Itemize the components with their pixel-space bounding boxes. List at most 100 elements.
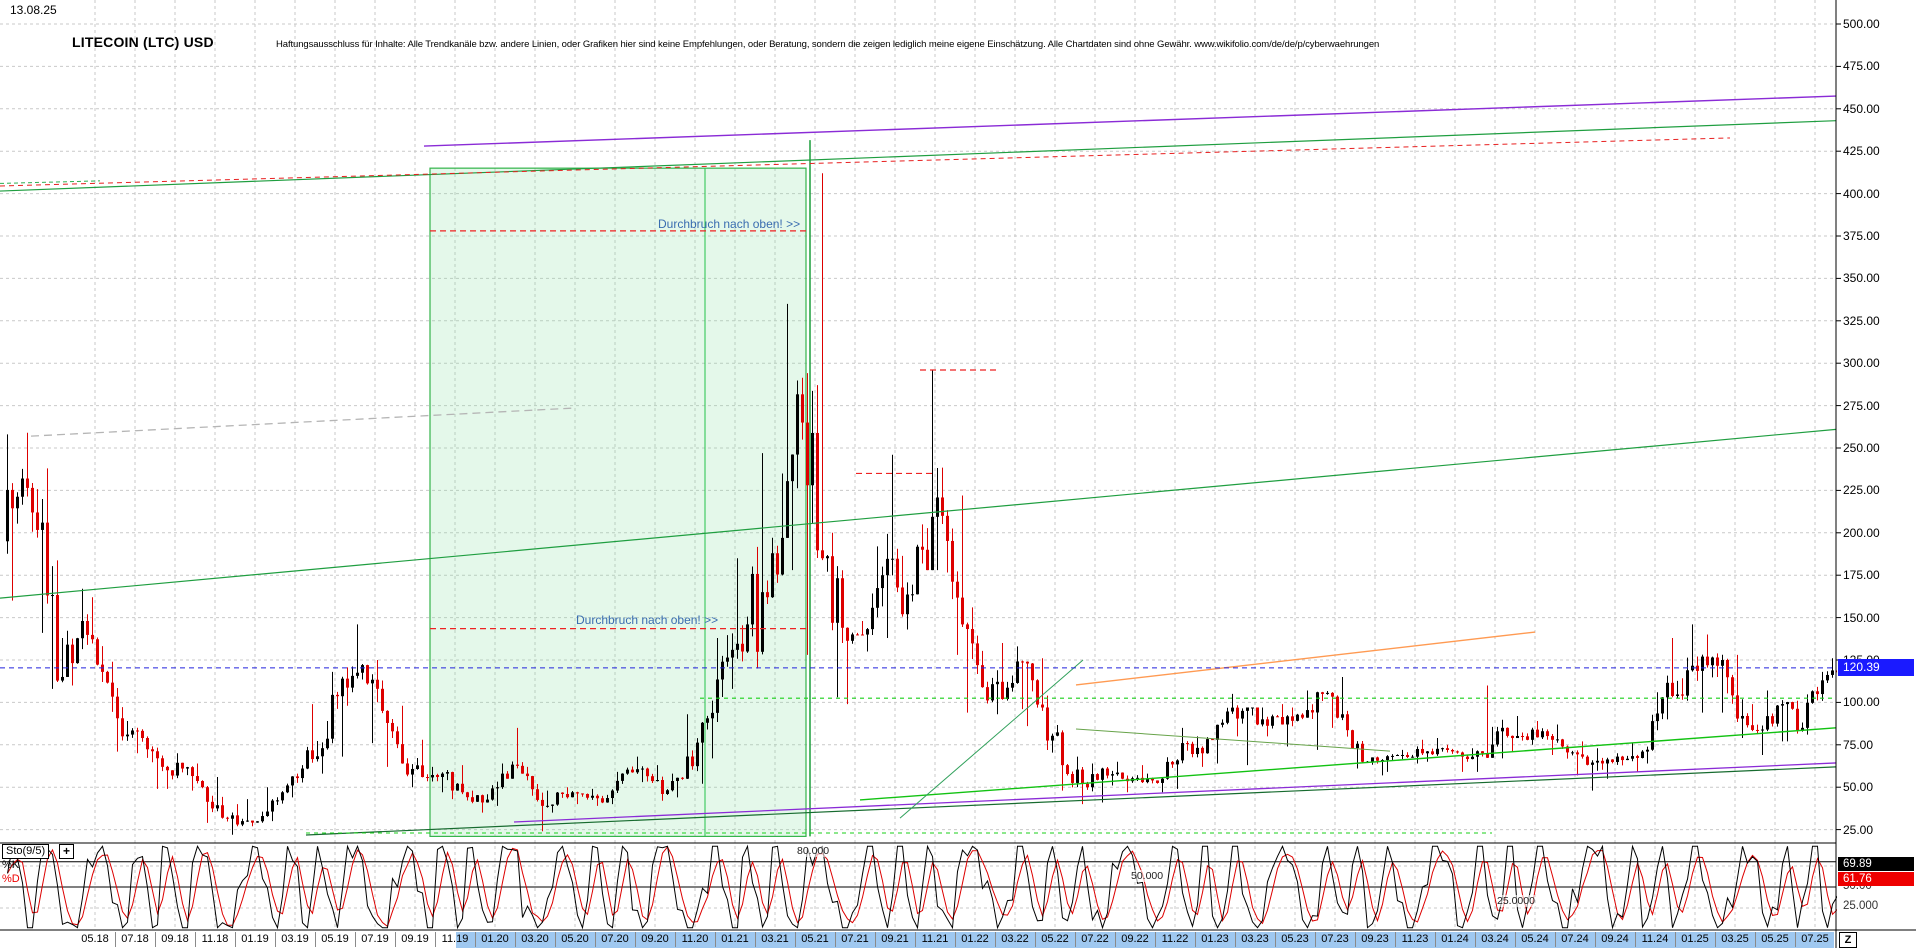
price-axis-label: 375.00 [1843,229,1880,243]
indicator-level-50-label: 50.000 [1131,870,1164,882]
time-axis-label: 09.23 [1361,933,1389,945]
time-axis-label: 03.23 [1241,933,1269,945]
trendline-upper-channel-green [0,120,1837,192]
time-axis-label: 07.20 [601,933,629,945]
time-axis-label: 05.25 [1761,933,1789,945]
stochastic-d-label: %D [2,873,20,885]
trendline-steep-green-short [899,659,1084,819]
price-axis-label: 25.00 [1843,822,1874,837]
indicator-level-25-label: 25.0000 [1497,895,1535,907]
trendline-lower-purple [513,762,1837,823]
time-axis-label: 09.18 [161,933,189,945]
time-axis-separator [1035,932,1036,947]
time-axis-label: 07.24 [1561,933,1589,945]
candlesticks [6,173,1844,835]
time-axis-label: 09.20 [641,933,669,945]
time-axis-selection-highlight[interactable] [456,931,1834,948]
time-axis-label: 07.23 [1321,933,1349,945]
indicator-axis-label-25: 25.000 [1843,900,1879,912]
price-axis-label: 425.00 [1843,144,1880,159]
time-axis-label: 11.23 [1401,933,1429,945]
time-axis-separator [155,932,156,947]
time-axis-label: 03.19 [281,933,309,945]
time-axis-label: 09.22 [1121,933,1149,945]
breakout-rectangle [429,140,811,837]
time-axis-label: 07.18 [121,933,149,945]
time-axis-label: 03.21 [761,933,789,945]
time-axis-label: 01.23 [1201,933,1229,945]
price-axis-label: 200.00 [1843,525,1880,540]
time-axis-separator [1315,932,1316,947]
time-axis-separator [1795,932,1796,947]
time-axis-separator [1595,932,1596,947]
time-axis-separator [115,932,116,947]
price-axis-label: 475.00 [1843,59,1880,74]
trendline-olive-short [1075,728,1391,752]
trendlines [0,95,1837,836]
time-axis-separator [1635,932,1636,947]
time-axis-separator [1675,932,1676,947]
time-axis-separator [1235,932,1236,947]
annotation-breakout-upper: Durchbruch nach oben! >> [658,217,801,231]
price-axis-label: 400.00 [1843,186,1880,201]
time-axis-separator [1515,932,1516,947]
time-axis-label: 05.21 [801,933,829,945]
time-axis-separator [555,932,556,947]
time-axis-separator [315,932,316,947]
add-indicator-button[interactable]: + [59,844,74,859]
indicator-name-button[interactable]: Sto(9/5) [2,844,50,859]
time-axis-separator [835,932,836,947]
time-axis-separator [675,932,676,947]
time-axis-separator [1475,932,1476,947]
time-axis-separator [1395,932,1396,947]
time-axis-label: 01.20 [481,933,509,945]
time-axis-label: 01.22 [961,933,989,945]
trendline-upper-resistance-red-dashed [0,137,1731,187]
time-axis-separator [755,932,756,947]
time-axis-separator [235,932,236,947]
time-axis-separator [1755,932,1756,947]
time-axis-label: 09.24 [1601,933,1629,945]
price-axis-label: 325.00 [1843,313,1880,328]
stochastic-panel [0,844,1843,930]
time-axis-separator [1155,932,1156,947]
time-axis-separator [635,932,636,947]
time-axis-separator [355,932,356,947]
time-axis-label: 01.25 [1681,933,1709,945]
trendline-lime-support [859,727,1837,801]
price-axis-label: 500.00 [1843,17,1880,31]
stochastic-k-label: %K [2,859,20,871]
time-axis-label: 07.25 [1801,933,1829,945]
time-axis-label: 05.24 [1521,933,1549,945]
time-axis-label: 11.19 [441,933,469,945]
time-axis-label: 05.22 [1041,933,1069,945]
price-axis-label: 100.00 [1843,695,1880,710]
time-axis-separator [955,932,956,947]
time-axis-label: 07.21 [841,933,869,945]
time-axis-separator [1195,932,1196,947]
zoom-button[interactable]: Z [1839,932,1857,948]
time-axis-separator [515,932,516,947]
time-axis-label: 07.22 [1081,933,1109,945]
time-axis-separator [915,932,916,947]
time-axis-separator [1275,932,1276,947]
time-axis-separator [715,932,716,947]
trendline-upper-channel-purple [423,95,1837,147]
time-axis-separator [1715,932,1716,947]
price-axis-label: 300.00 [1843,356,1880,371]
trendline-mid-green-trend [0,428,1837,599]
time-axis-separator [795,932,796,947]
time-axis-label: 03.24 [1481,933,1509,945]
time-axis-separator [1355,932,1356,947]
time-axis-separator [395,932,396,947]
time-axis-label: 09.21 [881,933,909,945]
current-price-badge: 120.39 [1838,659,1914,676]
time-axis-separator [1075,932,1076,947]
stochastic-k-line [7,844,1843,930]
time-axis-label: 01.24 [1441,933,1469,945]
time-axis-label: 11.21 [921,933,949,945]
time-axis-label: 01.19 [241,933,269,945]
time-axis-label: 05.20 [561,933,589,945]
